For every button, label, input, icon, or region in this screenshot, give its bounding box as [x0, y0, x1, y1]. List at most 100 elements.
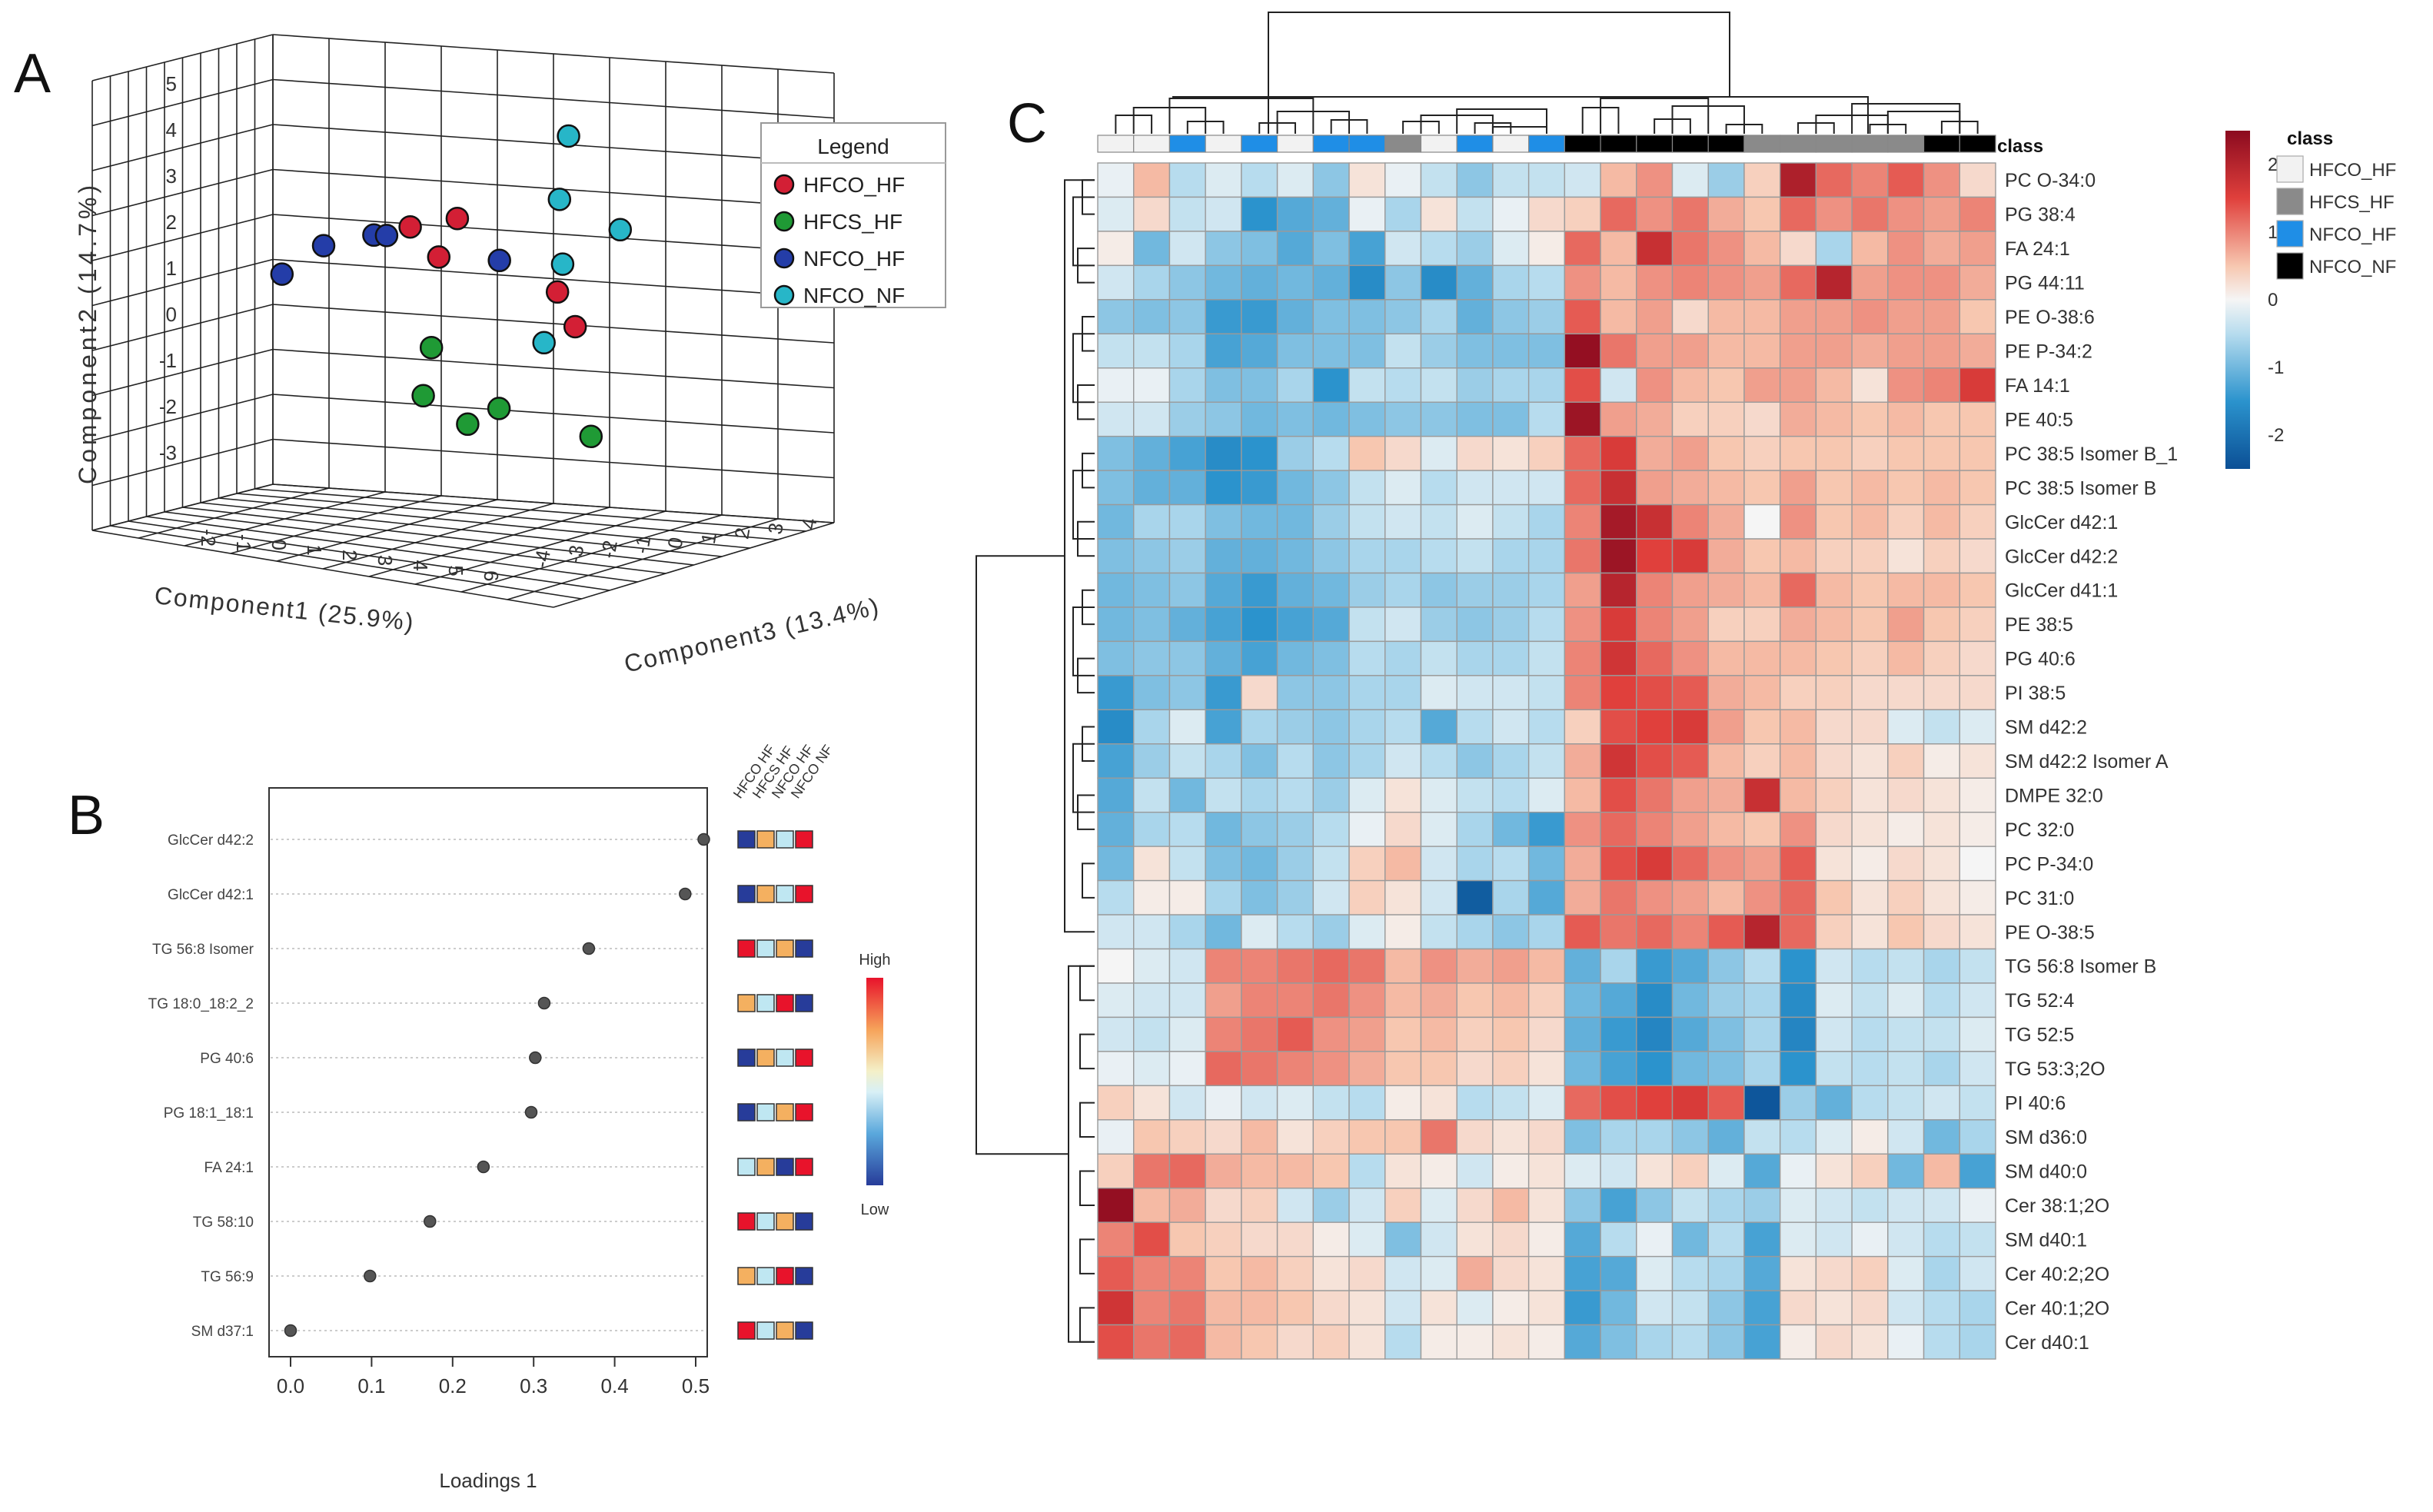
heatmap-cell	[1815, 196, 1853, 232]
heatmap-cell	[1959, 1324, 1996, 1360]
heatmap-cell	[1348, 264, 1386, 301]
heatmap-cell	[1241, 470, 1278, 506]
heatmap-cell	[1959, 538, 1996, 574]
heatmap-cell	[1420, 1290, 1457, 1326]
x-tick-label: 0.5	[682, 1374, 710, 1397]
heatmap-cell	[1348, 879, 1386, 916]
heatmap-cell	[1205, 503, 1242, 540]
heatmap-cell	[1420, 538, 1457, 574]
column-dendrogram	[1115, 12, 1979, 134]
heatmap-cell	[1168, 777, 1206, 813]
heatmap-cell	[1671, 538, 1709, 574]
heatmap-cell	[1923, 640, 1960, 676]
heatmap-cell	[1636, 162, 1674, 198]
heatmap-cell	[1851, 1221, 1889, 1258]
heatmap-cell	[1743, 1221, 1781, 1258]
group-level-box	[756, 1321, 775, 1340]
heatmap-cell	[1959, 231, 1996, 267]
heatmap-cell	[1276, 538, 1315, 574]
heatmap-cell	[1492, 503, 1530, 540]
heatmap-cell	[1959, 1188, 1996, 1223]
right-wall-hline	[272, 348, 835, 389]
heatmap-cell	[1241, 367, 1278, 403]
heatmap-cell	[1168, 606, 1206, 643]
heatmap-cell	[1600, 1324, 1637, 1360]
heatmap-cell	[1600, 231, 1637, 267]
floor-line	[322, 503, 554, 570]
heatmap-cell	[1887, 333, 1925, 369]
heatmap-cell	[1564, 470, 1601, 506]
heatmap-cell	[1671, 572, 1709, 608]
heatmap-cell	[1384, 1290, 1422, 1326]
heatmap-cell	[1205, 1188, 1242, 1223]
heatmap-cell	[1133, 846, 1171, 882]
group-level-box	[795, 994, 813, 1012]
heatmap-cell	[1707, 777, 1745, 813]
pca-point-nfco-nf	[550, 252, 575, 276]
heatmap-cell	[1384, 1016, 1422, 1052]
heatmap-cell	[1815, 333, 1853, 369]
heatmap-cell	[1707, 401, 1745, 437]
heatmap-cell	[1959, 196, 1996, 232]
heatmap-cell	[1168, 572, 1206, 608]
heatmap-cell	[1456, 1119, 1494, 1155]
heatmap-cell	[1671, 401, 1709, 437]
heatmap-cell	[1564, 914, 1601, 950]
heatmap-cell	[1851, 777, 1889, 813]
heatmap-cell	[1276, 1324, 1315, 1360]
row-label: FA 14:1	[2005, 375, 2070, 397]
class-legend-label: NFCO_HF	[2309, 224, 2396, 245]
right-wall-hline	[272, 34, 835, 74]
heatmap-cell	[1851, 982, 1889, 1019]
loading-point	[529, 1051, 542, 1065]
heatmap-cell	[1743, 470, 1781, 506]
heatmap-cell	[1492, 846, 1530, 882]
heatmap-cell	[1420, 606, 1457, 643]
heatmap-cell	[1815, 709, 1853, 745]
class-bar-cell	[1743, 135, 1781, 153]
heatmap-cell	[1492, 1153, 1530, 1189]
heatmap-cell	[1815, 503, 1853, 540]
class-bar-cell	[1276, 135, 1314, 153]
axis-label-component3: Component3 (13.4%)	[621, 592, 882, 678]
heatmap-cell	[1205, 709, 1242, 745]
feature-label: PG 40:6	[200, 1051, 254, 1067]
heatmap-cell	[1097, 333, 1135, 369]
heatmap-cell	[1168, 1051, 1206, 1087]
left-wall-hline	[91, 214, 274, 261]
heatmap-cell	[1707, 606, 1745, 643]
heatmap-cell	[1205, 196, 1242, 232]
heatmap-cell	[1600, 1016, 1637, 1052]
heatmap-cell	[1851, 1051, 1889, 1087]
loadings-gridlines	[271, 839, 706, 1331]
heatmap-cell	[1205, 162, 1242, 198]
heatmap-cell	[1887, 367, 1925, 403]
heatmap-cell	[1456, 709, 1494, 745]
heatmap-cell	[1348, 1016, 1386, 1052]
heatmap-cell	[1348, 1324, 1386, 1360]
heatmap-cell	[1384, 367, 1422, 403]
heatmap-cell	[1276, 846, 1315, 882]
heatmap-cell	[1671, 162, 1709, 198]
heatmap-cell	[1168, 231, 1206, 267]
heatmap-cell	[1384, 675, 1422, 711]
heatmap-cell	[1348, 470, 1386, 506]
floor-line	[138, 487, 330, 539]
heatmap-cell	[1959, 1085, 1996, 1121]
x-tick-label: 0.4	[601, 1374, 629, 1397]
x-tick-label: -2	[197, 529, 220, 547]
heatmap-cell	[1923, 1324, 1960, 1360]
row-dendrogram-branch	[1079, 1102, 1095, 1138]
heatmap-cell	[1707, 811, 1745, 847]
heatmap-cell	[1492, 196, 1530, 232]
heatmap-cell	[1241, 1324, 1278, 1360]
row-label: PE O-38:6	[2005, 307, 2095, 328]
heatmap-cell	[1959, 606, 1996, 643]
heatmap-cell	[1420, 231, 1457, 267]
heatmap-cell	[1456, 196, 1494, 232]
heatmap-cell	[1564, 675, 1601, 711]
heatmap-cell	[1276, 572, 1315, 608]
heatmap-cell	[1241, 572, 1278, 608]
row-label: PE 38:5	[2005, 614, 2073, 636]
